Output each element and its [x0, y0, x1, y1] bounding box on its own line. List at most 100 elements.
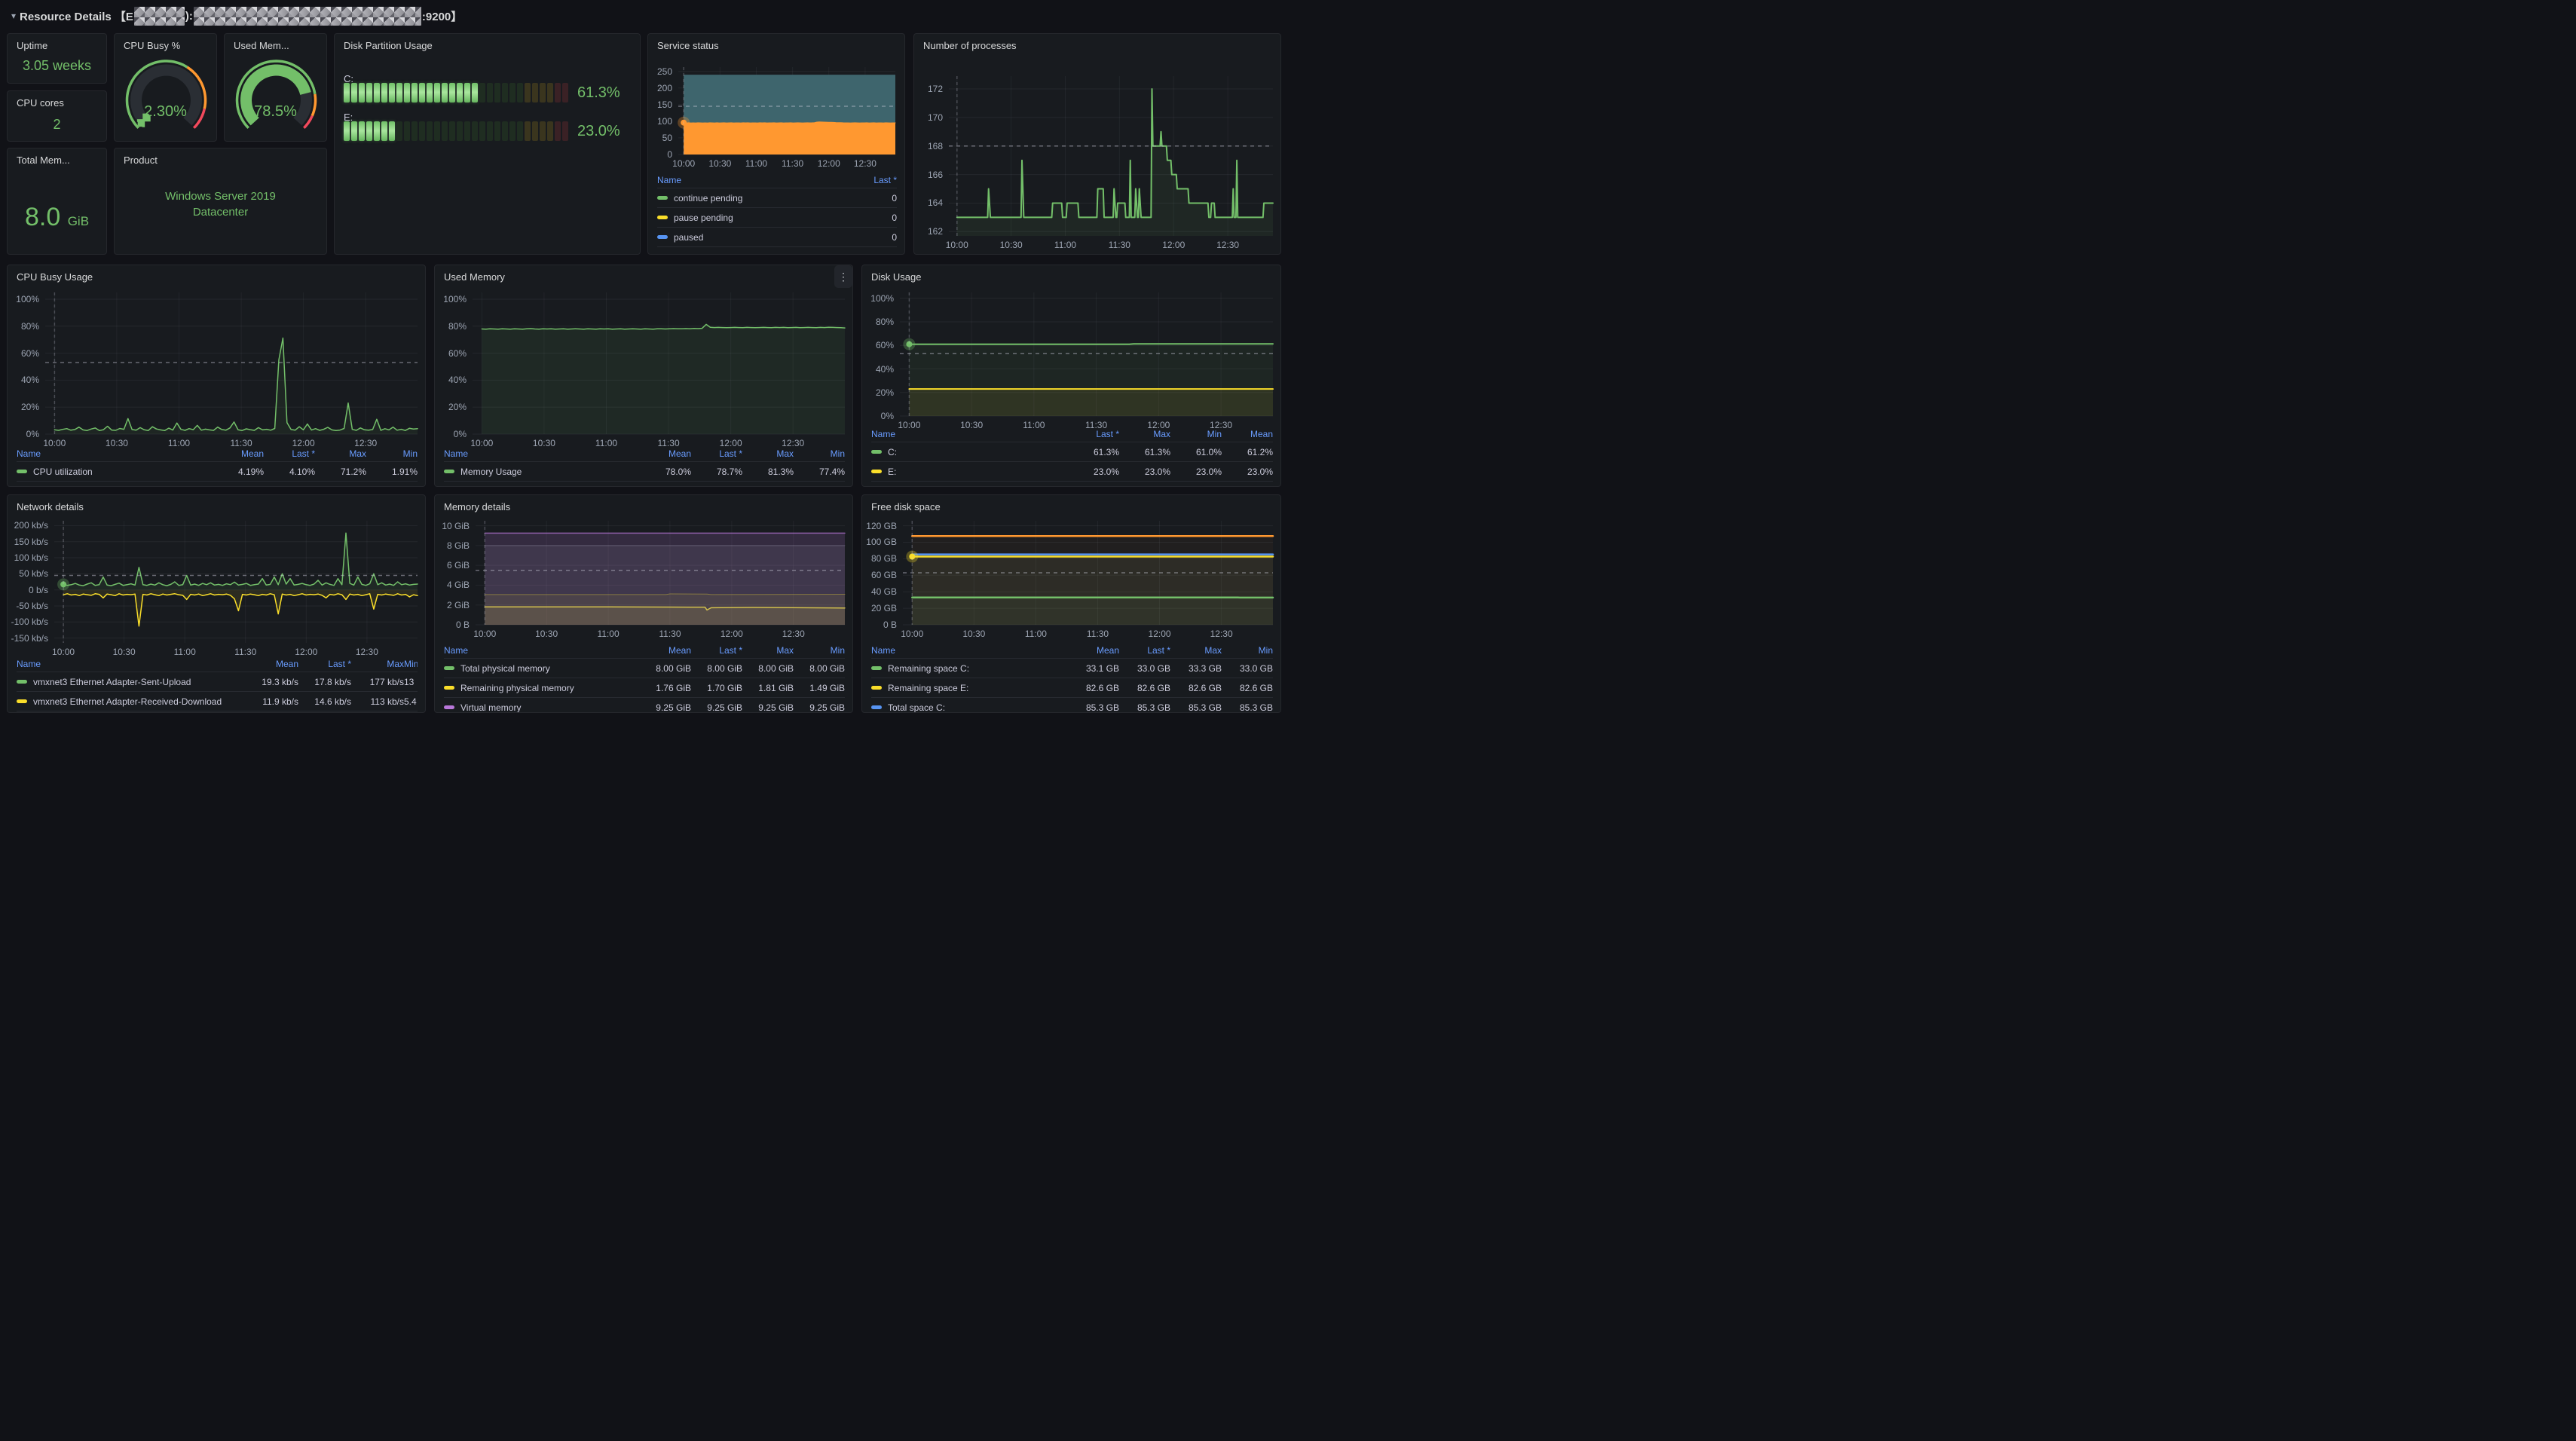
lcd-cell	[532, 83, 538, 102]
row-title[interactable]: Resource Details 【E ): :9200】	[20, 6, 463, 26]
legend-row[interactable]: E: 23.0% 23.0% 23.0% 23.0%	[871, 461, 1273, 481]
legend-value: 23.0%	[1247, 466, 1273, 477]
panel-title[interactable]: CPU Busy %	[124, 40, 181, 51]
legend-col-header[interactable]: Name	[657, 175, 682, 185]
legend-col-header[interactable]: Min	[830, 448, 845, 459]
row-title-mid: ):	[185, 9, 193, 23]
legend-col-header[interactable]: Mean	[240, 448, 264, 459]
legend-value: 82.6 GB	[1239, 682, 1273, 693]
product-line2: Datacenter	[192, 206, 249, 219]
y-tick-label: 0%	[453, 429, 467, 439]
legend-value: 19.3 kb/s	[262, 676, 298, 687]
lcd-cell	[374, 121, 380, 141]
disk_usage-plot	[900, 292, 1274, 417]
legend-value: 23.0%	[1144, 466, 1170, 477]
legend-col-header[interactable]: Last *	[1096, 429, 1119, 439]
legend-series-swatch	[871, 686, 882, 690]
legend-col-header[interactable]: Max	[1204, 645, 1222, 656]
legend-row[interactable]: pause pending 0	[657, 207, 897, 227]
chevron-down-icon[interactable]: ▾	[11, 11, 17, 21]
legend-row[interactable]: paused 0	[657, 227, 897, 246]
legend-col-header[interactable]: Last *	[719, 645, 742, 656]
product-value: Windows Server 2019 Datacenter	[115, 188, 326, 220]
panel-title[interactable]: Uptime	[17, 40, 48, 51]
legend-col-header[interactable]: Min	[1207, 429, 1222, 439]
panel-title[interactable]: CPU Busy Usage	[17, 271, 93, 283]
panel-title[interactable]: Disk Partition Usage	[344, 40, 433, 51]
y-tick-label: 20 GB	[870, 603, 897, 614]
legend-series-name: CPU utilization	[17, 467, 213, 477]
legend-row[interactable]: Memory Usage 78.0% 78.7% 81.3% 77.4%	[444, 461, 845, 481]
legend-col-header[interactable]: Min	[830, 645, 845, 656]
legend-col-header[interactable]: Name	[17, 448, 41, 459]
panel-title[interactable]: CPU cores	[17, 97, 64, 109]
x-tick-label: 12:30	[355, 647, 378, 657]
x-tick-label: 11:00	[1054, 240, 1077, 250]
lcd-cell	[351, 83, 357, 102]
x-tick-label: 11:30	[657, 438, 680, 448]
legend-col-header[interactable]: Mean	[1096, 645, 1119, 656]
legend-col-header[interactable]: Last *	[292, 448, 315, 459]
panel-title[interactable]: Disk Usage	[871, 271, 922, 283]
panel-disk-partition-usage: Disk Partition Usage C: 61.3% E: 23.0%	[334, 33, 641, 255]
legend-col-header[interactable]: Max	[1153, 429, 1170, 439]
legend-col-header[interactable]: Max	[776, 448, 794, 459]
legend-col-header[interactable]: Last *	[873, 175, 897, 185]
x-tick-label: 10:00	[473, 629, 497, 639]
legend-col-header[interactable]: Max	[776, 645, 794, 656]
legend-col-header[interactable]: Max	[349, 448, 366, 459]
legend-col-header[interactable]: Name	[444, 645, 469, 656]
panel-title[interactable]: Used Mem...	[234, 40, 289, 51]
lcd-gauge	[344, 83, 568, 102]
row-title-suffix: :9200】	[421, 10, 463, 23]
legend-col-header[interactable]: Max	[387, 659, 404, 669]
legend-series-swatch	[871, 470, 882, 473]
legend-col-header[interactable]: Mean	[668, 448, 691, 459]
y-tick-label: 170	[927, 112, 943, 123]
lcd-cell	[344, 83, 350, 102]
panel-title[interactable]: Number of processes	[923, 40, 1017, 51]
y-tick-label: 100 kb/s	[14, 552, 48, 564]
legend-col-header[interactable]: Mean	[668, 645, 691, 656]
lcd-cell	[547, 83, 553, 102]
legend-value: 82.6 GB	[1188, 682, 1222, 693]
legend-col-header[interactable]: Min	[402, 448, 418, 459]
legend-col-header[interactable]: Last *	[1147, 645, 1170, 656]
legend-row[interactable]: vmxnet3 Ethernet Adapter-Sent-Upload 19.3…	[17, 672, 418, 691]
legend-col-header[interactable]: Mean	[1250, 429, 1273, 439]
legend-col-header[interactable]: Min	[404, 659, 418, 669]
legend-col-header[interactable]: Name	[871, 429, 896, 439]
legend-row[interactable]: CPU utilization 4.19% 4.10% 71.2% 1.91%	[17, 461, 418, 481]
panel-title[interactable]: Used Memory	[444, 271, 505, 283]
panel-title[interactable]: Free disk space	[871, 501, 941, 512]
legend-col-header[interactable]: Name	[17, 659, 41, 669]
legend-col-header[interactable]: Last *	[719, 448, 742, 459]
panel-title[interactable]: Product	[124, 155, 158, 166]
legend-row[interactable]: Remaining physical memory 1.76 GiB 1.70 Gi…	[444, 678, 845, 697]
legend-row[interactable]: Remaining space E: 82.6 GB 82.6 GB 82.6 GB 8…	[871, 678, 1273, 697]
y-tick-label: 162	[927, 226, 943, 237]
legend-row[interactable]: C: 61.3% 61.3% 61.0% 61.2%	[871, 442, 1273, 461]
legend-col-header[interactable]: Name	[444, 448, 469, 459]
legend-col-header[interactable]: Mean	[275, 659, 298, 669]
lcd-cell	[442, 83, 448, 102]
panel-title[interactable]: Total Mem...	[17, 155, 70, 166]
panel-title[interactable]: Service status	[657, 40, 719, 51]
legend-col-header[interactable]: Name	[871, 645, 896, 656]
lcd-cell	[457, 121, 463, 141]
legend-row[interactable]: Virtual memory 9.25 GiB 9.25 GiB 9.25 GiB 9.…	[444, 697, 845, 712]
legend-col-header[interactable]: Min	[1258, 645, 1273, 656]
legend-row[interactable]: Remaining space C: 33.1 GB 33.0 GB 33.3 GB 3…	[871, 658, 1273, 678]
legend-col-header[interactable]: Last *	[328, 659, 351, 669]
legend-row[interactable]: vmxnet3 Ethernet Adapter-Received-Downlo…	[17, 691, 418, 711]
panel-title[interactable]: Network details	[17, 501, 84, 512]
used-memory-gauge-value: 78.5%	[254, 103, 297, 120]
panel-menu-icon[interactable]: ⋮	[834, 265, 852, 288]
panel-memory-details: Memory details 0 B 2 GiB 4 GiB 6 GiB 8 GiB 10…	[434, 494, 853, 713]
legend-row[interactable]: Total space C: 85.3 GB 85.3 GB 85.3 GB 85.3 …	[871, 697, 1273, 712]
legend-row[interactable]: Total physical memory 8.00 GiB 8.00 GiB 8.0…	[444, 658, 845, 678]
legend-series-swatch	[444, 666, 454, 670]
lcd-cell	[487, 121, 493, 141]
panel-title[interactable]: Memory details	[444, 501, 511, 512]
legend-row[interactable]: continue pending 0	[657, 188, 897, 207]
